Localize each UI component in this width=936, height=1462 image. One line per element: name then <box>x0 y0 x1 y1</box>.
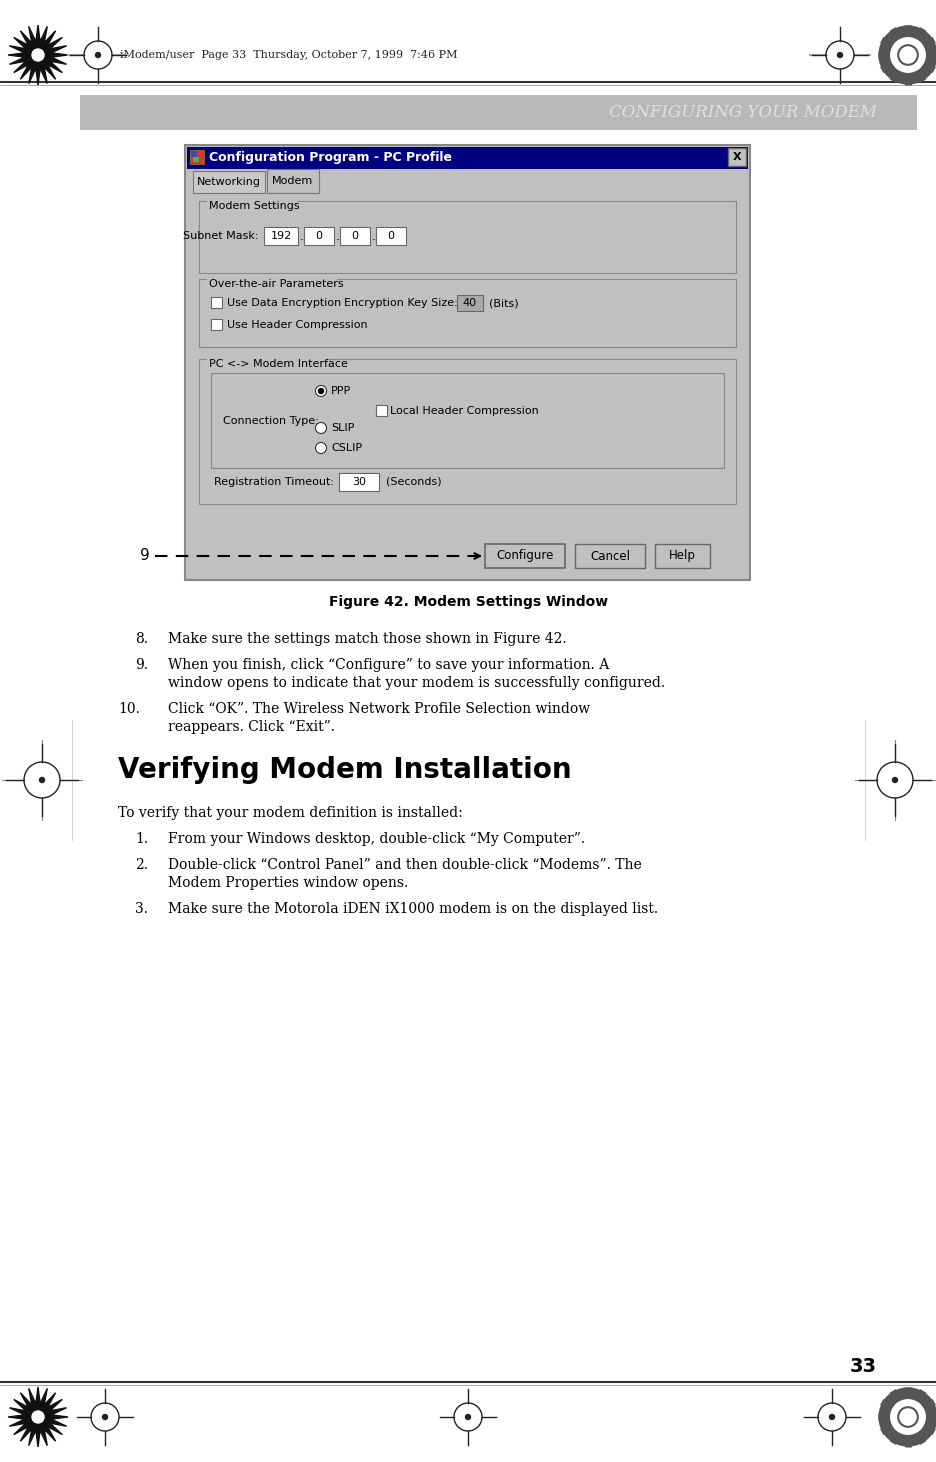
FancyBboxPatch shape <box>654 544 709 569</box>
FancyBboxPatch shape <box>198 360 735 504</box>
Text: 40: 40 <box>462 298 476 308</box>
Text: From your Windows desktop, double-click “My Computer”.: From your Windows desktop, double-click … <box>168 832 584 846</box>
Text: CSLIP: CSLIP <box>330 443 361 453</box>
Text: SLIP: SLIP <box>330 423 354 433</box>
FancyBboxPatch shape <box>198 279 735 346</box>
Text: Make sure the Motorola iDEN iX1000 modem is on the displayed list.: Make sure the Motorola iDEN iX1000 modem… <box>168 902 657 917</box>
Polygon shape <box>8 1387 68 1447</box>
FancyBboxPatch shape <box>211 373 724 468</box>
Text: Over-the-air Parameters: Over-the-air Parameters <box>209 279 344 289</box>
Text: Networking: Networking <box>197 177 261 187</box>
Text: 9.: 9. <box>135 658 148 673</box>
FancyBboxPatch shape <box>211 319 222 330</box>
Circle shape <box>95 53 100 57</box>
Text: 10.: 10. <box>118 702 139 716</box>
Circle shape <box>315 386 326 396</box>
FancyBboxPatch shape <box>187 148 747 170</box>
Text: Configure: Configure <box>496 550 553 563</box>
Polygon shape <box>8 25 68 85</box>
Text: Local Header Compression: Local Header Compression <box>389 406 538 417</box>
Text: To verify that your modem definition is installed:: To verify that your modem definition is … <box>118 806 462 820</box>
Circle shape <box>318 389 323 393</box>
Text: 192: 192 <box>271 231 291 241</box>
Circle shape <box>465 1415 470 1420</box>
Text: 0: 0 <box>315 231 322 241</box>
Bar <box>191 151 197 156</box>
Circle shape <box>898 1408 917 1427</box>
FancyBboxPatch shape <box>457 295 482 311</box>
Text: 0: 0 <box>388 231 394 241</box>
FancyBboxPatch shape <box>375 405 387 417</box>
Text: Registration Timeout:: Registration Timeout: <box>213 477 333 487</box>
Text: Help: Help <box>668 550 695 563</box>
Circle shape <box>315 443 326 453</box>
Text: (Bits): (Bits) <box>489 298 518 308</box>
FancyBboxPatch shape <box>303 227 333 246</box>
Text: Modem Settings: Modem Settings <box>209 200 300 211</box>
Text: Use Header Compression: Use Header Compression <box>227 320 367 330</box>
Text: .: . <box>372 230 375 243</box>
Text: iModem/user  Page 33  Thursday, October 7, 1999  7:46 PM: iModem/user Page 33 Thursday, October 7,… <box>120 50 457 60</box>
Circle shape <box>39 778 44 782</box>
Bar <box>190 151 204 164</box>
Bar <box>193 156 198 162</box>
FancyBboxPatch shape <box>340 227 370 246</box>
FancyBboxPatch shape <box>267 170 318 193</box>
Text: .: . <box>336 230 340 243</box>
FancyBboxPatch shape <box>264 227 298 246</box>
Text: Modem: Modem <box>272 175 314 186</box>
Text: window opens to indicate that your modem is successfully configured.: window opens to indicate that your modem… <box>168 675 665 690</box>
Text: 30: 30 <box>352 477 366 487</box>
Text: Double-click “Control Panel” and then double-click “Modems”. The: Double-click “Control Panel” and then do… <box>168 858 641 871</box>
Text: 2.: 2. <box>135 858 148 871</box>
Text: 8.: 8. <box>135 632 148 646</box>
Text: Configuration Program - PC Profile: Configuration Program - PC Profile <box>209 152 451 165</box>
Bar <box>207 358 327 370</box>
Text: When you finish, click “Configure” to save your information. A: When you finish, click “Configure” to sa… <box>168 658 608 673</box>
Text: Use Data Encryption: Use Data Encryption <box>227 298 341 308</box>
Text: PPP: PPP <box>330 386 351 396</box>
Text: 0: 0 <box>351 231 358 241</box>
FancyBboxPatch shape <box>184 145 749 580</box>
FancyBboxPatch shape <box>339 474 378 491</box>
Text: Make sure the settings match those shown in Figure 42.: Make sure the settings match those shown… <box>168 632 566 646</box>
Circle shape <box>315 423 326 434</box>
FancyBboxPatch shape <box>211 297 222 308</box>
Circle shape <box>32 50 44 61</box>
Circle shape <box>837 53 841 57</box>
Circle shape <box>892 778 897 782</box>
Text: CONFIGURING YOUR MODEM: CONFIGURING YOUR MODEM <box>608 104 876 121</box>
Text: Modem Properties window opens.: Modem Properties window opens. <box>168 876 408 890</box>
Text: .: . <box>300 230 303 243</box>
Text: PC <-> Modem Interface: PC <-> Modem Interface <box>209 360 347 368</box>
Text: Verifying Modem Installation: Verifying Modem Installation <box>118 756 571 784</box>
FancyBboxPatch shape <box>193 171 265 193</box>
Circle shape <box>898 45 917 64</box>
Text: reappears. Click “Exit”.: reappears. Click “Exit”. <box>168 719 335 734</box>
FancyBboxPatch shape <box>485 544 564 569</box>
Text: Encryption Key Size:: Encryption Key Size: <box>344 298 458 308</box>
Text: Figure 42. Modem Settings Window: Figure 42. Modem Settings Window <box>329 595 607 610</box>
Text: 3.: 3. <box>135 902 148 917</box>
FancyBboxPatch shape <box>375 227 405 246</box>
Text: Subnet Mask:: Subnet Mask: <box>183 231 258 241</box>
Text: X: X <box>732 152 740 162</box>
Text: 1.: 1. <box>135 832 148 846</box>
Text: Cancel: Cancel <box>590 550 629 563</box>
FancyBboxPatch shape <box>575 544 644 569</box>
Circle shape <box>32 1411 44 1423</box>
FancyBboxPatch shape <box>80 95 916 130</box>
Circle shape <box>102 1415 108 1420</box>
Text: 33: 33 <box>849 1358 876 1377</box>
FancyBboxPatch shape <box>727 148 745 167</box>
Text: Connection Type:: Connection Type: <box>223 415 318 425</box>
Text: 9: 9 <box>139 548 150 563</box>
Circle shape <box>828 1415 834 1420</box>
FancyBboxPatch shape <box>198 200 735 273</box>
Bar <box>207 278 337 289</box>
Bar <box>207 200 297 212</box>
Text: Click “OK”. The Wireless Network Profile Selection window: Click “OK”. The Wireless Network Profile… <box>168 702 590 716</box>
Text: (Seconds): (Seconds) <box>386 477 441 487</box>
